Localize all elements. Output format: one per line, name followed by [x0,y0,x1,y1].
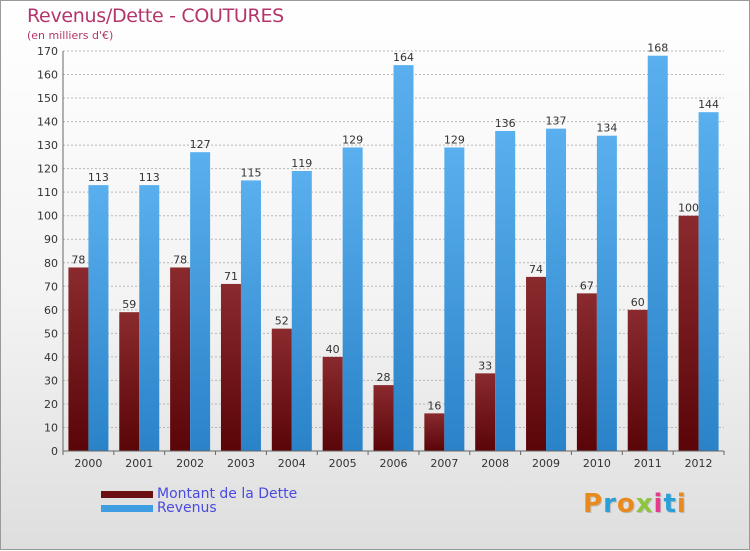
y-tick-label-110: 110 [37,186,58,199]
bar-dette-2009 [526,276,547,451]
data-label-revenus-2005: 129 [342,133,363,146]
bar-revenus-2007 [444,147,465,451]
data-label-dette-2005: 40 [326,343,340,356]
x-tick-label-2006: 2006 [380,457,408,470]
y-tick-label-150: 150 [37,92,58,105]
bar-revenus-2005 [342,147,363,451]
y-tick-label-140: 140 [37,116,58,129]
y-tick-label-10: 10 [44,421,58,434]
bar-dette-2003 [220,283,241,451]
bar-dette-2002 [170,267,191,451]
bar-revenus-2009 [546,128,567,451]
data-label-dette-2001: 59 [122,298,136,311]
bar-revenus-2008 [495,131,516,451]
legend-item-revenus: Revenus [101,501,297,515]
legend: Montant de la Dette Revenus [101,487,297,515]
bar-revenus-2011 [647,55,668,452]
bar-revenus-2006 [393,65,414,451]
x-tick-label-2008: 2008 [481,457,509,470]
bar-revenus-2004 [291,171,312,451]
bar-dette-2005 [322,356,343,451]
data-label-dette-2010: 67 [580,279,594,292]
bar-dette-2007 [424,413,445,451]
y-tick-label-50: 50 [44,327,58,340]
data-label-dette-2004: 52 [275,315,289,328]
y-tick-label-40: 40 [44,351,58,364]
data-label-dette-2009: 74 [529,263,543,276]
legend-swatch-revenus [101,504,153,512]
x-tick-label-2005: 2005 [329,457,357,470]
x-tick-label-2012: 2012 [685,457,713,470]
y-tick-label-20: 20 [44,398,58,411]
bar-dette-2001 [119,312,140,451]
data-label-dette-2012: 100 [678,202,699,215]
data-label-revenus-2012: 144 [698,98,719,111]
y-tick-label-80: 80 [44,257,58,270]
x-tick-label-2001: 2001 [125,457,153,470]
proxiti-logo: Proxiti [583,489,687,519]
y-tick-label-70: 70 [44,280,58,293]
x-tick-label-2003: 2003 [227,457,255,470]
bar-dette-2011 [627,309,648,451]
bar-revenus-2010 [596,135,617,452]
chart-title: Revenus/Dette - COUTURES [27,5,284,27]
bar-dette-2000 [68,267,89,451]
bar-dette-2004 [271,328,292,451]
data-label-revenus-2006: 164 [393,51,414,64]
data-label-revenus-2004: 119 [291,157,312,170]
legend-swatch-dette [101,490,153,498]
x-tick-label-2009: 2009 [532,457,560,470]
label-layer: 78 113 59 113 78 127 71 115 52 119 40 129 28 164 16 129… [71,42,719,413]
data-label-dette-2011: 60 [631,296,645,309]
bar-revenus-2001 [139,185,160,451]
data-label-dette-2008: 33 [478,359,492,372]
y-tick-label-170: 170 [37,45,58,58]
bar-dette-2006 [373,385,394,451]
data-label-revenus-2008: 136 [495,117,516,130]
data-label-revenus-2003: 115 [240,166,261,179]
data-label-revenus-2010: 134 [596,122,617,135]
bar-revenus-2003 [240,180,261,452]
legend-label-revenus: Revenus [157,500,217,516]
x-tick-label-2011: 2011 [634,457,662,470]
legend-item-dette: Montant de la Dette [101,487,297,501]
data-label-revenus-2007: 129 [444,133,465,146]
y-tick-label-90: 90 [44,233,58,246]
x-tick-label-2000: 2000 [74,457,102,470]
x-tick-label-2004: 2004 [278,457,306,470]
bar-revenus-2012 [698,112,719,452]
y-tick-label-130: 130 [37,139,58,152]
data-label-revenus-2000: 113 [88,171,109,184]
y-tick-label-160: 160 [37,69,58,82]
data-label-dette-2000: 78 [71,253,85,266]
legend-label-dette: Montant de la Dette [157,486,298,502]
x-tick-label-2007: 2007 [430,457,458,470]
data-label-revenus-2009: 137 [546,115,567,128]
data-label-revenus-2001: 113 [139,171,160,184]
bar-revenus-2002 [190,152,211,452]
data-label-dette-2007: 16 [427,399,441,412]
bar-layer [68,55,719,452]
y-tick-label-60: 60 [44,304,58,317]
x-tick-label-2010: 2010 [583,457,611,470]
axis-layer: 0 10 20 30 40 50 60 70 80 90 100 110 120 130 140 150 160… [37,45,725,470]
data-label-dette-2006: 28 [377,371,391,384]
bar-dette-2012 [678,215,699,451]
y-tick-label-100: 100 [37,210,58,223]
data-label-dette-2003: 71 [224,270,238,283]
data-label-dette-2002: 78 [173,253,187,266]
bar-dette-2010 [576,293,597,451]
x-tick-label-2002: 2002 [176,457,204,470]
bar-revenus-2000 [88,185,109,451]
data-label-revenus-2011: 168 [647,42,668,55]
chart-subtitle: (en milliers d'€) [27,29,114,42]
data-label-revenus-2002: 127 [190,138,211,151]
y-tick-label-30: 30 [44,374,58,387]
y-tick-label-120: 120 [37,163,58,176]
bar-dette-2008 [475,373,496,451]
y-tick-label-0: 0 [51,445,58,458]
